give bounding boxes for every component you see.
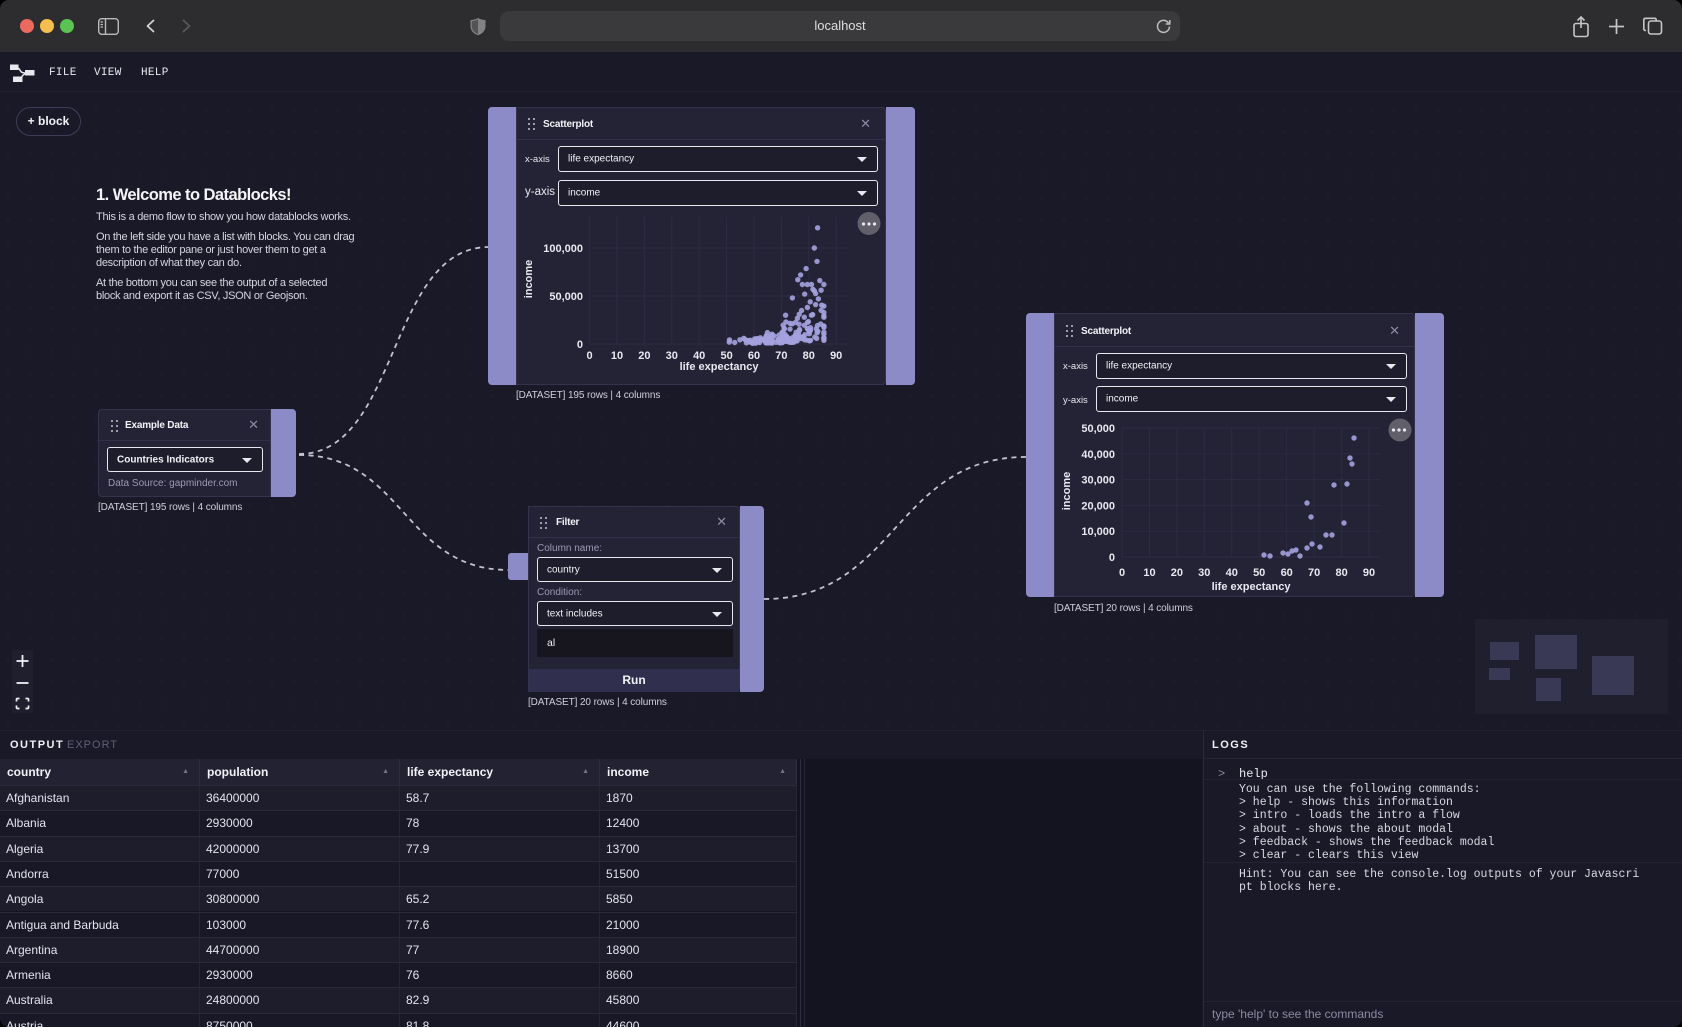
svg-text:50,000: 50,000: [1081, 423, 1115, 435]
svg-text:10: 10: [611, 350, 623, 362]
svg-text:life expectancy: life expectancy: [680, 361, 760, 373]
svg-text:60: 60: [1281, 567, 1293, 579]
svg-text:50,000: 50,000: [549, 291, 583, 303]
svg-text:90: 90: [830, 350, 842, 362]
svg-text:20: 20: [638, 350, 650, 362]
svg-text:50: 50: [720, 350, 732, 362]
svg-text:life expectancy: life expectancy: [1212, 581, 1292, 593]
svg-text:90: 90: [1363, 567, 1375, 579]
svg-text:80: 80: [1335, 567, 1347, 579]
svg-text:100,000: 100,000: [543, 243, 583, 255]
svg-text:20,000: 20,000: [1081, 500, 1115, 512]
svg-text:70: 70: [775, 350, 787, 362]
svg-text:income: income: [523, 260, 535, 299]
svg-text:20: 20: [1171, 567, 1183, 579]
svg-text:30,000: 30,000: [1081, 475, 1115, 487]
svg-text:10,000: 10,000: [1081, 526, 1115, 538]
svg-text:40: 40: [1226, 567, 1238, 579]
svg-text:70: 70: [1308, 567, 1320, 579]
svg-text:0: 0: [587, 350, 593, 362]
svg-text:60: 60: [748, 350, 760, 362]
svg-text:10: 10: [1143, 567, 1155, 579]
svg-text:50: 50: [1253, 567, 1265, 579]
svg-text:0: 0: [577, 339, 583, 351]
svg-text:30: 30: [1198, 567, 1210, 579]
svg-text:80: 80: [803, 350, 815, 362]
svg-text:0: 0: [1109, 552, 1115, 564]
svg-text:40: 40: [693, 350, 705, 362]
svg-text:0: 0: [1119, 567, 1125, 579]
svg-text:40,000: 40,000: [1081, 449, 1115, 461]
svg-text:30: 30: [666, 350, 678, 362]
svg-text:income: income: [1061, 472, 1073, 511]
